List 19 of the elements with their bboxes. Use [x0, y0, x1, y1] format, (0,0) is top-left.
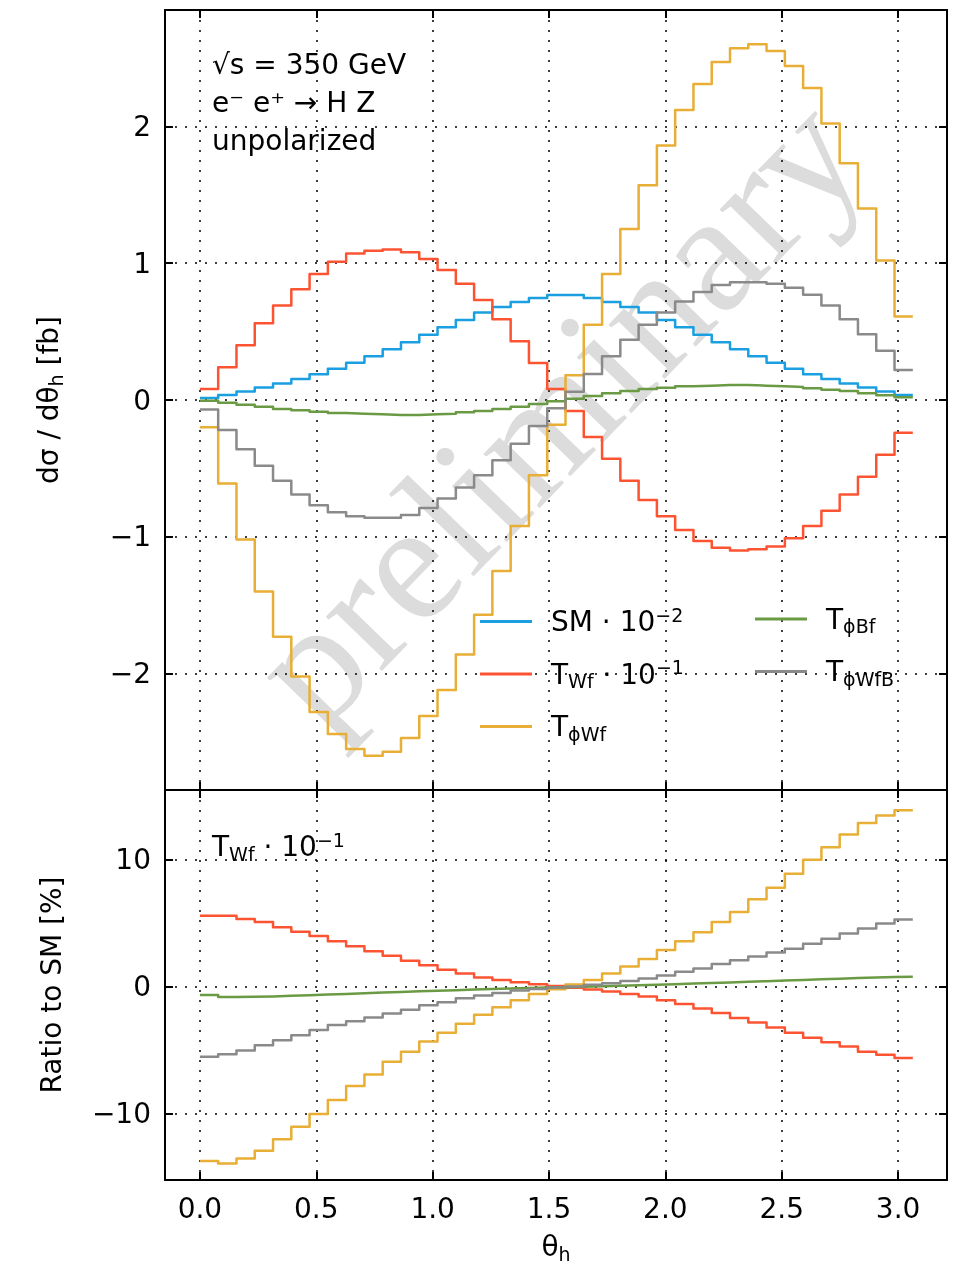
x-tick-label: 0.5 — [294, 1191, 339, 1225]
y-tick-label: −1 — [109, 520, 151, 554]
y-tick-label: −2 — [109, 657, 151, 691]
x-tick-label: 0.0 — [177, 1191, 223, 1225]
y-tick-label: −10 — [91, 1097, 151, 1131]
y-axis-title: Ratio to SM [%] — [34, 876, 68, 1094]
x-tick-label: 2.0 — [643, 1191, 688, 1225]
annotation: √s = 350 GeV — [212, 47, 407, 81]
y-tick-label: 2 — [133, 109, 151, 143]
y-tick-label: 1 — [133, 246, 151, 280]
annotation: e⁻ e⁺ → H Z — [212, 85, 376, 119]
x-tick-label: 2.5 — [759, 1191, 805, 1225]
x-tick-label: 3.0 — [875, 1191, 921, 1225]
y-axis-title: dσ / dθh [fb] — [32, 315, 67, 485]
y-tick-label: 10 — [115, 843, 151, 877]
x-tick-label: 1.0 — [410, 1191, 455, 1225]
y-tick-label: 0 — [133, 383, 151, 417]
y-tick-label: 0 — [133, 970, 151, 1004]
x-tick-label: 1.5 — [526, 1191, 572, 1225]
